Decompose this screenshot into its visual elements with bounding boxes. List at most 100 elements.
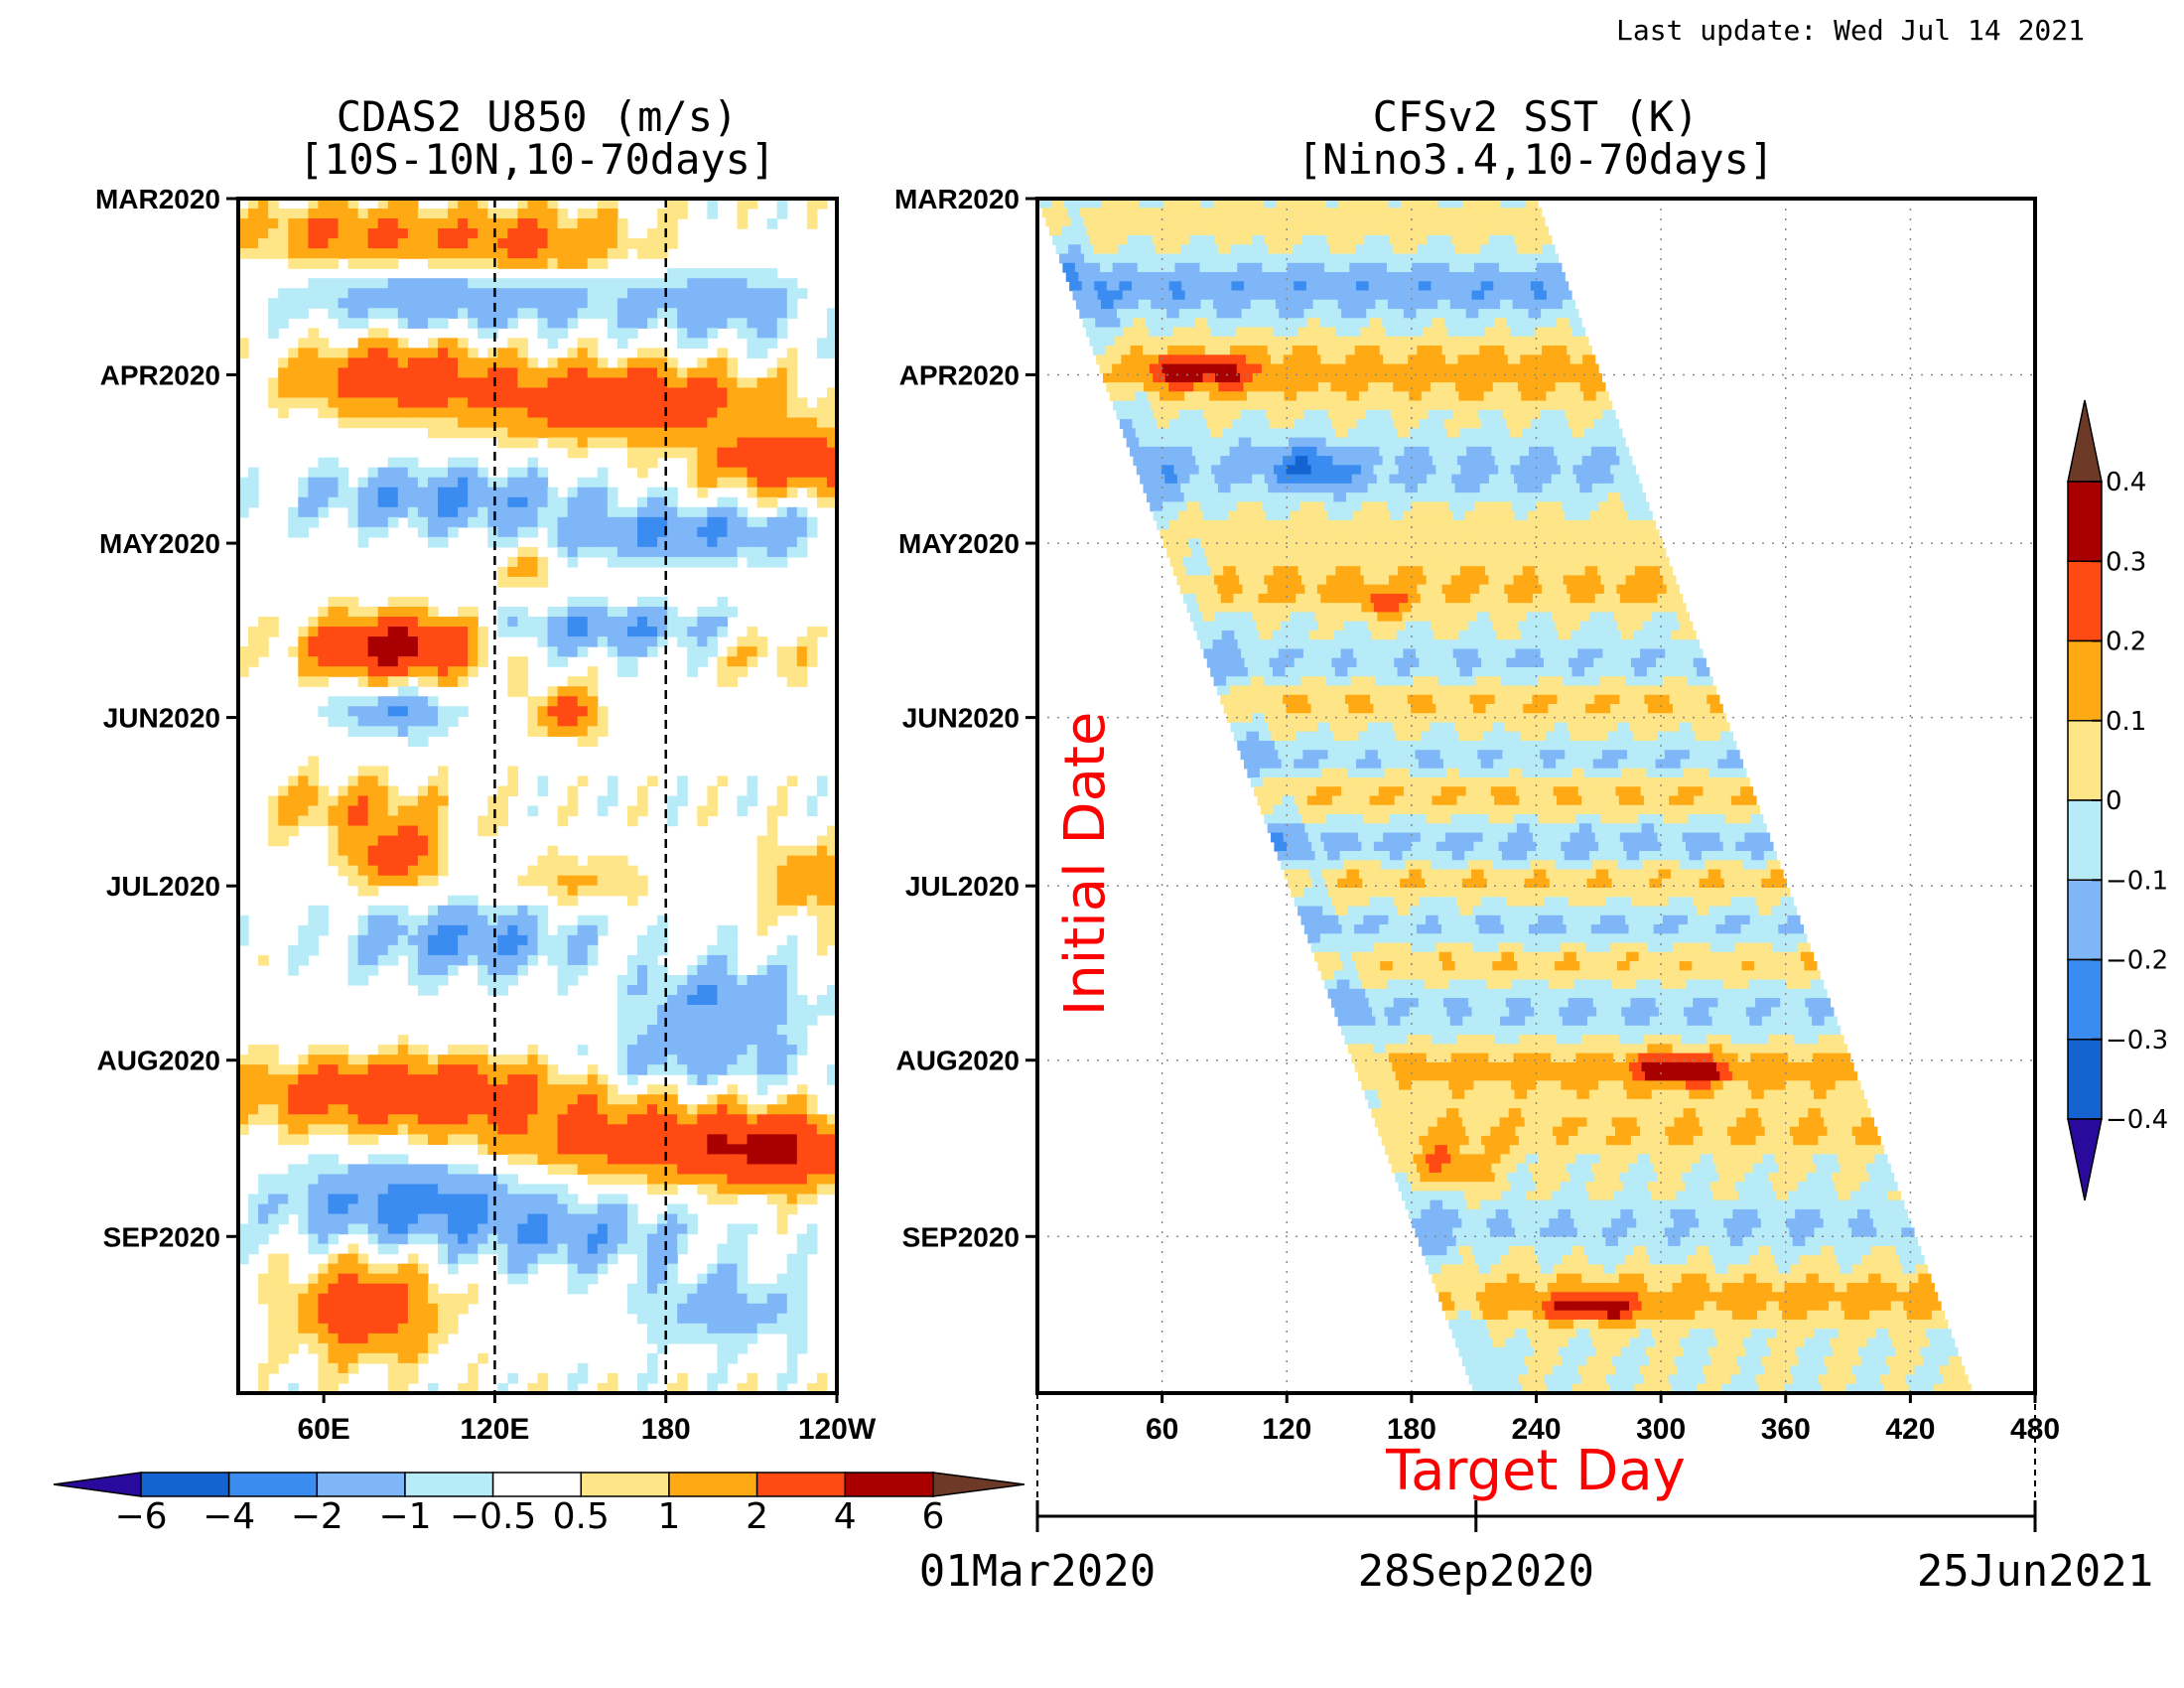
left-field-cell [766,477,778,489]
right-field-cell [1373,225,1387,236]
left-field-cell [318,496,330,508]
left-field-cell [756,1184,768,1196]
left-field-cell [547,1223,559,1235]
left-field-cell [557,885,569,897]
right-field-cell [1513,336,1527,347]
right-field-cell [1042,208,1056,218]
left-field-cell [687,447,698,459]
left-field-cell [527,1213,539,1225]
left-field-cell [667,1045,678,1055]
left-field-cell [308,496,319,508]
left-field-cell [377,199,389,210]
left-field-cell [616,526,628,538]
right-field-cell [1319,216,1333,227]
left-field-cell [448,1084,459,1095]
right-field-cell [1338,336,1352,347]
left-field-cell [238,1253,249,1265]
left-field-cell [557,496,569,508]
left-field-cell [258,954,269,966]
left-field-cell [737,1035,749,1046]
left-field-cell [438,1074,449,1085]
left-field-cell [338,1273,349,1285]
right-field-cell [1491,346,1505,355]
left-field-cell [298,666,309,677]
left-field-cell [766,516,778,528]
left-field-cell [367,676,379,687]
left-field-cell [677,1035,688,1046]
right-field-cell [1133,354,1148,365]
left-field-cell [637,1223,648,1235]
left-field-cell [697,1025,708,1036]
left-field-cell [557,437,569,449]
left-field-cell [687,1035,698,1046]
right-field-cell [1152,336,1165,347]
left-field-cell [357,1074,369,1085]
left-field-cell [616,646,628,657]
left-field-cell [557,298,569,309]
left-field-cell [417,815,429,827]
left-field-cell [328,348,340,358]
left-field-cell [796,1303,808,1315]
left-field-cell [537,905,549,916]
left-field-cell [468,934,478,946]
left-field-cell [577,278,589,289]
left-field-cell [577,1372,589,1384]
right-field-cell [1326,235,1340,245]
right-field-cell [1458,290,1473,301]
left-field-cell [616,288,628,299]
left-field-cell [826,845,837,857]
left-field-cell [537,934,549,946]
left-field-cell [258,1084,269,1095]
right-field-cell [1224,262,1238,273]
left-field-cell [377,1313,389,1325]
right-field-cell [1122,391,1136,402]
left-field-cell [737,417,749,429]
left-field-cell [448,348,459,358]
left-field-cell [328,1233,340,1245]
left-field-cell [667,387,678,399]
left-field-cell [347,1094,359,1105]
left-field-cell [616,1194,628,1205]
right-field-cell [1499,400,1513,411]
left-field-cell [387,924,399,936]
left-field-cell [737,377,749,389]
left-field-cell [517,367,529,379]
left-field-cell [826,1144,837,1155]
left-field-cell [507,1273,518,1285]
left-field-cell [497,526,508,538]
left-field-cell [338,397,349,409]
left-field-cell [377,1114,389,1125]
left-field-cell [677,1164,688,1176]
right-field-cell [1335,327,1349,338]
left-field-cell [747,636,758,647]
left-field-cell [507,338,518,349]
left-field-cell [318,1273,330,1285]
right-field-cell [1367,346,1381,355]
left-field-cell [318,617,330,628]
right-field-cell [1499,262,1513,273]
left-field-cell [637,1233,648,1245]
left-field-cell [776,845,788,857]
left-field-cell [387,367,399,379]
left-field-cell [338,617,349,628]
left-field-cell [776,1174,788,1186]
left-field-cell [607,1243,618,1255]
left-field-cell [318,1124,330,1135]
right-field-cell [1160,225,1175,236]
left-field-cell [517,209,529,219]
right-field-cell [1202,372,1216,383]
left-field-cell [367,905,379,916]
left-field-cell [517,407,529,419]
left-field-cell [637,795,648,807]
left-field-cell [347,627,359,637]
left-field-cell [507,627,518,637]
left-field-cell [507,407,518,419]
left-field-cell [577,885,589,897]
right-field-cell [1326,336,1340,347]
left-field-cell [387,467,399,479]
right-field-cell [1182,318,1196,329]
right-field-cell [1353,309,1367,319]
left-field-cell [497,1253,508,1265]
left-field-cell [657,964,668,976]
right-field-cell [1093,244,1107,255]
